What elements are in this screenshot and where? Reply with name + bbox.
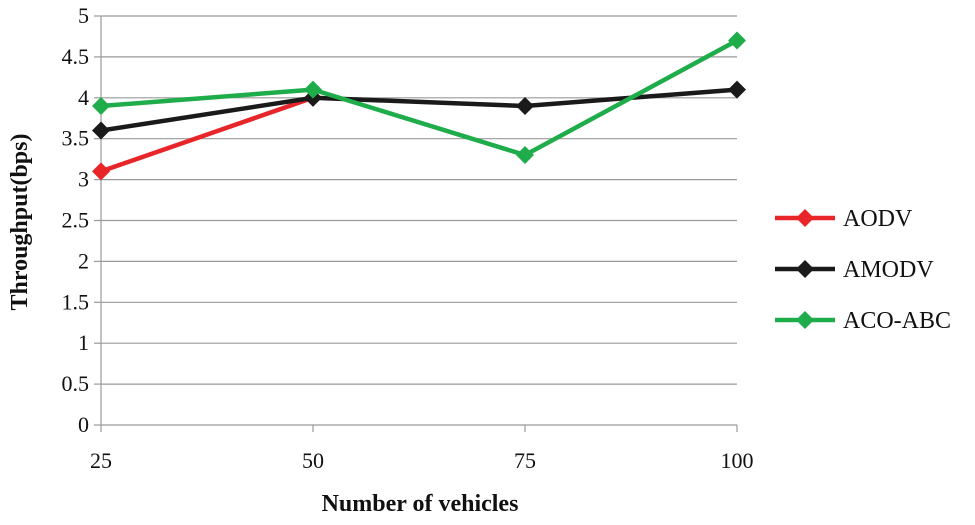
series-line-aodv — [100, 95, 314, 174]
y-tick-label: 1.5 — [62, 289, 90, 314]
series-layer — [92, 31, 746, 181]
data-point-amodv — [516, 96, 534, 115]
data-point-aco-abc — [516, 146, 534, 165]
legend-item-aco-abc: ACO-ABC — [775, 308, 951, 334]
legend-label: AMODV — [843, 257, 934, 283]
data-point-amodv — [92, 121, 110, 140]
x-axis-title: Number of vehicles — [322, 491, 519, 517]
data-point-aodv — [92, 162, 110, 181]
data-point-aco-abc — [728, 31, 746, 50]
y-tick-label: 0 — [78, 412, 89, 437]
y-tick-label: 2.5 — [62, 208, 90, 233]
y-tick-label: 4 — [78, 85, 89, 110]
y-tick-label: 3.5 — [62, 126, 90, 151]
y-tick-label: 5 — [78, 3, 89, 28]
legend-item-amodv: AMODV — [775, 257, 934, 283]
x-tick-label: 50 — [302, 448, 324, 473]
x-tick-label: 25 — [90, 448, 112, 473]
y-tick-label: 1 — [78, 330, 89, 355]
y-axis-title: Throughput(bps) — [7, 134, 33, 311]
series-aco-abc — [92, 31, 746, 165]
legend-swatch-marker — [796, 311, 814, 329]
legend-swatch-marker — [796, 260, 814, 278]
y-tick-label: 0.5 — [62, 371, 90, 396]
y-tick-label: 2 — [78, 248, 89, 273]
y-tick-label: 3 — [78, 167, 89, 192]
legend-label: AODV — [843, 206, 913, 232]
legend-label: ACO-ABC — [843, 308, 951, 334]
x-tick-label: 100 — [721, 448, 754, 473]
y-tick-label: 4.5 — [62, 44, 90, 69]
data-point-aco-abc — [92, 96, 110, 115]
legend-swatch-marker — [796, 209, 814, 227]
data-point-aco-abc — [304, 80, 322, 99]
grid-layer — [101, 15, 737, 385]
legend-item-aodv: AODV — [775, 206, 913, 232]
series-line-aco-abc — [100, 38, 739, 158]
data-point-amodv — [728, 80, 746, 99]
x-tick-label: 75 — [514, 448, 536, 473]
legend-layer: AODV AMODV ACO-ABC — [775, 206, 951, 334]
ticks-layer: 0 0.5 1 1.5 2 2.5 3 3.5 4 4.5 5 25 50 75 100 — [62, 3, 754, 473]
